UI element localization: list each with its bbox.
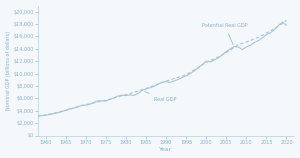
Text: Potential Real GDP: Potential Real GDP	[202, 23, 248, 45]
X-axis label: Year: Year	[159, 147, 173, 152]
Y-axis label: Nominal GDP (billions of dollars): Nominal GDP (billions of dollars)	[6, 31, 10, 110]
Text: Real GDP: Real GDP	[145, 91, 176, 102]
